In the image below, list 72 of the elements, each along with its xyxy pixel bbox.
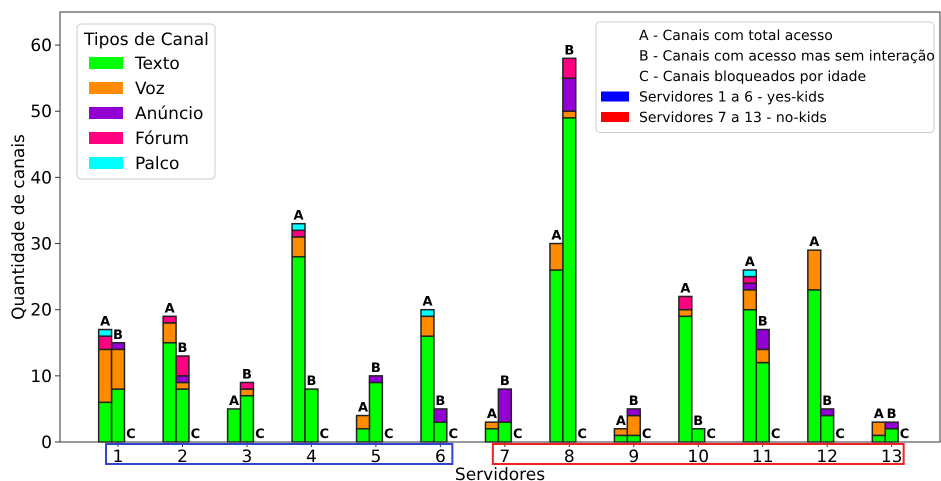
annotation: B [822,394,832,409]
legend-label: Texto [134,54,180,74]
y-tick-label: 60 [30,36,52,56]
x-tick-label: 7 [499,447,510,467]
annotation: A [551,228,562,244]
x-tick-label: 10 [687,447,710,467]
annotation: B [693,414,704,429]
annotation: B [628,394,639,409]
x-tick-label: 2 [177,447,188,467]
annotation: B [435,394,446,409]
annotation: Servidores 1 a 6 - yes-kids [639,89,824,106]
y-tick-label: 20 [30,300,52,321]
annotation: A [422,294,433,310]
annotation: A [229,394,240,409]
y-tick-label: 10 [30,366,52,387]
annotation: C [835,427,845,442]
annotation: A [874,407,884,422]
annotation: A [358,400,368,416]
annotation: C [448,427,458,442]
annotation: C [706,427,716,442]
legend-label: Voz [135,78,165,99]
annotation: A [486,407,497,422]
x-tick-label: 11 [752,447,774,467]
x-tick-label: 8 [564,447,575,467]
y-axis-title: Quantidade de canais [9,134,29,320]
y-tick-label: 30 [30,234,52,254]
annotation: B [886,407,897,422]
x-tick-label: 1 [112,447,124,467]
annotation: B [370,360,381,376]
annotation: B [113,328,123,343]
legend-label: Palco [135,154,180,174]
annotation: C [642,427,652,442]
annotation: C - Canais bloqueados por idade [639,68,866,85]
annotation: B [242,367,252,382]
legend-title: Tipos de Canal [83,30,209,50]
y-tick-label: 40 [30,168,52,188]
annotation: C [126,427,136,442]
x-tick-label: 5 [370,447,382,467]
x-tick-label: 4 [306,447,317,467]
y-tick-label: 0 [41,432,52,453]
y-tick-label: 50 [30,102,52,122]
x-tick-label: 13 [880,447,902,467]
annotation: C [770,427,780,442]
annotation: C [255,427,265,442]
annotation: A [100,314,110,330]
annotation: A [294,208,304,224]
annotation: C [190,427,200,442]
annotation: B [178,341,188,356]
annotation: A [164,301,175,316]
x-tick-label: 9 [628,447,640,467]
x-tick-label: 3 [242,447,252,467]
legend-label: Anúncio [135,104,204,124]
annotation: A [616,414,626,429]
annotation: B - Canais com acesso mas sem interação [639,48,935,64]
annotation: A [680,281,690,296]
annotation: C [577,427,587,442]
legend-label: Fórum [135,128,189,149]
annotation: B [758,314,768,330]
annotation: B [306,374,316,390]
annotation: C [512,427,522,442]
annotation: A [744,255,755,270]
annotation: C [320,427,330,442]
x-axis-title: Servidores [454,465,546,481]
annotation: A [809,235,820,250]
annotation: B [500,374,510,390]
annotation: A - Canais com total acesso [639,28,833,44]
annotation: C [900,427,910,442]
x-tick-label: 6 [434,447,446,467]
annotation: C [384,427,394,442]
annotation: Servidores 7 a 13 - no-kids [639,110,827,126]
annotation: B [564,43,574,58]
x-tick-label: 12 [816,447,838,467]
